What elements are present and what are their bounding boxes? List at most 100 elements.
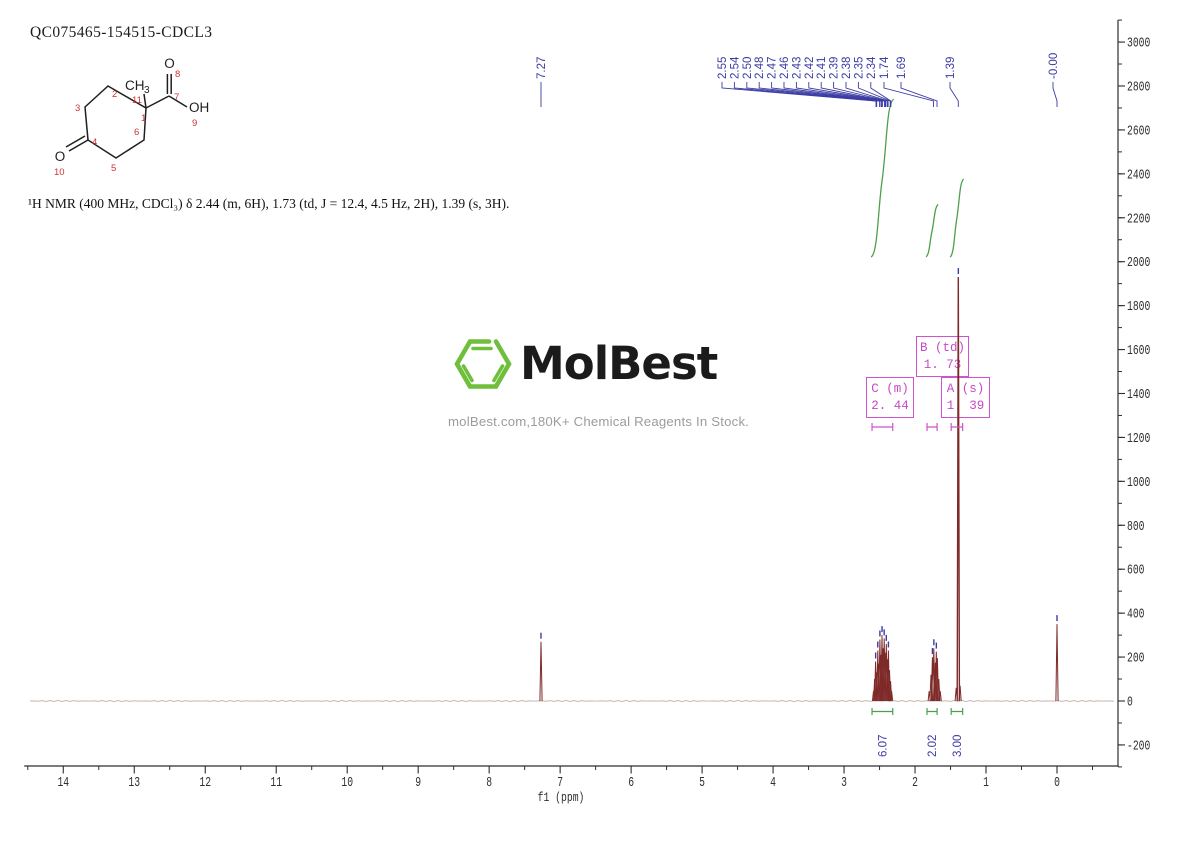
peak-spike [933,662,937,702]
annotation-box-line1: B (td) [919,341,965,355]
peak-label: 1.69 [896,57,908,79]
x-tick-label: 6 [628,775,634,791]
x-tick-label: 3 [841,775,847,791]
sample-title: QC075465-154515-CDCL3 [30,24,213,41]
y-tick-label: -200 [1127,738,1150,754]
x-tick-label: 14 [57,775,69,791]
peak-label-leader [771,82,883,107]
peak-spike [956,277,961,702]
y-tick-label: 2800 [1127,79,1150,95]
y-tick-label: 2000 [1127,255,1150,271]
y-tick-label: 200 [1127,650,1144,666]
peak-label-leader [758,82,882,107]
annotation-range-bracket [871,423,894,431]
peak-label-leader [883,82,934,107]
x-tick-label: 11 [270,775,282,791]
x-tick-label: 1 [983,775,989,791]
peak-spike [958,685,962,702]
structure-bonds [65,74,188,159]
peak-label-leader [808,82,886,107]
peak-spike [1055,624,1059,702]
atom-oh: OH [189,100,209,115]
y-tick-label: 2200 [1127,211,1150,227]
peak-label: 2.42 [804,57,816,79]
y-tick-label: 400 [1127,606,1144,622]
axes: 14 13 12 11 10 9 8 7 6 5 4 3 2 1 0f1 (ppm)300028002600… [24,19,1150,806]
peak-label: 2.55 [717,57,729,79]
y-tick-label: 800 [1127,518,1144,534]
y-tick-label: 1200 [1127,430,1150,446]
integral-curve [870,98,895,258]
atom-number: 6 [134,127,139,138]
annotation-box-line2: 1. 39 [946,399,985,413]
y-tick-label: 1000 [1127,474,1150,490]
peak-label-leader [733,82,878,107]
annotation-box-line2: 2. 44 [871,399,909,413]
molbest-logo-text: MolBest [520,337,718,390]
peak-label-leader [746,82,880,107]
peak-label: -0.00 [1048,53,1060,79]
peak-label-leader [833,82,888,107]
x-tick-label: 4 [770,775,776,791]
atom-ch: CH [125,78,145,93]
nmr-assignment-text: ¹H NMR (400 MHz, CDCl₃) δ 2.44 (m, 6H), … [28,196,510,211]
peak-label-leader [949,82,959,107]
peak-label-leader [1052,82,1058,107]
x-tick-label: 13 [128,775,140,791]
y-tick-label: 0 [1127,694,1133,710]
x-tick-label: 5 [699,775,705,791]
peak-label: 2.48 [754,57,766,79]
x-tick-label: 12 [199,775,211,791]
integration-value-label: 3.00 [952,735,964,757]
atom-o-ketone: O [55,149,66,164]
x-tick-label: 8 [486,775,492,791]
integral-curves [870,98,965,258]
peak-label: 1.39 [945,57,957,79]
atom-number: 9 [192,118,197,129]
annotation-range-bracket [926,423,938,431]
atom-number: 11 [132,95,142,106]
integral-brackets-and-values: 6.07 2.02 3.00 [871,423,964,757]
x-tick-label: 2 [912,775,918,791]
peak-label-leader [870,82,892,107]
peak-spike [879,654,883,702]
integral-curve [949,178,965,258]
atom-number: 7 [174,92,179,103]
peak-spike [877,663,881,702]
integral-curve [925,204,939,258]
y-tick-label: 1800 [1127,299,1150,315]
annotation-box-A: A (s) 1. 39 [941,377,990,418]
atom-number: 2 [112,89,117,100]
peak-label: 2.46 [779,57,791,79]
integration-range-bracket [950,708,964,715]
peak-label: 2.39 [829,57,841,79]
peak-spike [875,672,879,702]
annotation-range-bracket [950,423,964,431]
y-tick-label: 2400 [1127,167,1150,183]
atom-o-acid: O [164,56,175,71]
peak-label: 7.27 [536,57,548,79]
peak-label: 2.54 [729,56,741,79]
peak-spike [885,659,889,702]
annotation-box-line1: C (m) [871,382,909,396]
peak-label-leader [795,82,885,107]
watermark: MolBest [452,332,718,396]
integration-value-label: 2.02 [927,735,939,757]
peak-label: 2.35 [853,57,865,79]
atom-ch-subscript: 3 [144,85,150,96]
peak-label-leader [783,82,883,107]
peak-label: 2.47 [767,57,779,79]
x-axis-title: f1 (ppm) [538,791,585,806]
peak-label: 2.50 [742,57,754,79]
peak-label: 2.34 [866,56,878,79]
x-tick-label: 7 [557,775,563,791]
molbest-hexagon-logo-icon [454,339,512,389]
x-tick-label: 0 [1054,775,1060,791]
peak-label: 2.41 [816,57,828,79]
chemical-structure: O O OH CH 3 1 2 3 4 5 6 7 8 9 10 11 [54,56,209,178]
x-tick-label: 9 [415,775,421,791]
peak-label-leader [820,82,887,107]
atom-number: 3 [75,103,80,114]
